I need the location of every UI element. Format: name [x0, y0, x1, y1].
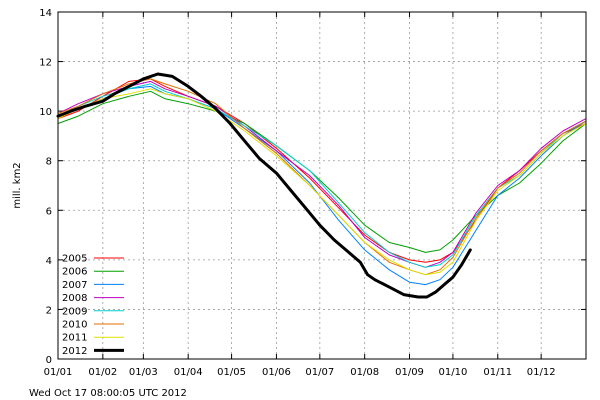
series-line-2007 [57, 85, 587, 286]
x-tick-label: 01/09 [395, 367, 424, 378]
series-line-2006 [57, 90, 587, 253]
x-tick-label: 01/05 [217, 367, 246, 378]
legend-label-2009: 2009 [62, 306, 87, 317]
legend: 2005 2006 2007 2008 2009 2010 2011 2012 [62, 254, 124, 357]
legend-label-2010: 2010 [62, 320, 87, 331]
y-tick-label: 14 [39, 8, 52, 19]
x-tick-label: 01/03 [129, 367, 158, 378]
series-line-2012 [56, 72, 472, 299]
plot-frame [57, 11, 587, 360]
x-tick-labels: 01/01 01/02 01/03 01/04 01/05 01/06 01/07 01/08… [44, 367, 556, 378]
x-tick-label: 01/07 [305, 367, 334, 378]
series-line-2009 [57, 83, 587, 268]
grid-lines [57, 11, 586, 360]
legend-label-2007: 2007 [62, 280, 87, 291]
series-line-2010 [57, 78, 587, 276]
y-tick-label: 0 [46, 355, 52, 366]
x-tick-label: 01/06 [262, 367, 291, 378]
x-tick-label: 01/02 [88, 367, 117, 378]
x-tick-label: 01/08 [350, 367, 379, 378]
series-line-2011 [57, 88, 587, 276]
x-tick-label: 01/01 [44, 367, 73, 378]
y-tick-label: 4 [46, 256, 52, 267]
legend-label-2012: 2012 [62, 346, 87, 357]
legend-label-2006: 2006 [62, 267, 87, 278]
series-line-2008 [57, 80, 587, 268]
y-tick-label: 2 [46, 305, 52, 316]
y-tick-label: 6 [46, 206, 52, 217]
y-tick-label: 10 [39, 107, 52, 118]
x-tick-label: 01/11 [483, 367, 512, 378]
legend-label-2005: 2005 [62, 254, 87, 265]
legend-label-2011: 2011 [62, 333, 87, 344]
y-tick-labels: 0 2 4 6 8 10 12 14 [39, 8, 52, 366]
x-tick-label: 01/10 [439, 367, 468, 378]
timestamp-footer: Wed Oct 17 08:00:05 UTC 2012 [29, 388, 187, 399]
x-tick-label: 01/04 [174, 367, 203, 378]
y-axis-label: mill. km2 [12, 162, 23, 208]
x-tick-label: 01/12 [527, 367, 556, 378]
y-tick-label: 8 [46, 157, 52, 168]
series-line-2005 [57, 78, 587, 263]
series-lines [56, 72, 587, 299]
y-tick-label: 12 [39, 58, 52, 69]
legend-label-2008: 2008 [62, 293, 87, 304]
